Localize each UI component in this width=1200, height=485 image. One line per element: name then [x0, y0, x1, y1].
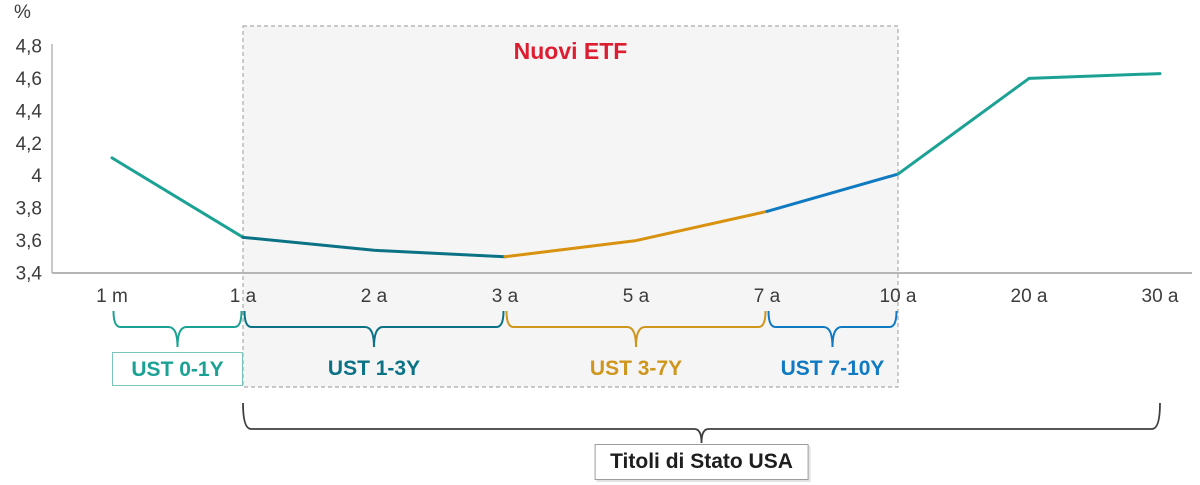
bottom-bracket-brace: [242, 402, 1161, 444]
ust-0-1y-segment: [110, 156, 245, 239]
y-axis-tick-label: 3,4: [16, 264, 43, 285]
etf-bracket-label-ust-7-10y: UST 7-10Y: [780, 357, 885, 380]
ust-1-3y-segment: [241, 235, 507, 259]
ust-3-7y-segment: [503, 209, 769, 259]
y-axis-tick-label: 4,8: [16, 37, 42, 58]
x-axis-tick-label: 20 a: [1011, 286, 1048, 307]
y-axis-tick-label: 4,6: [16, 69, 42, 90]
etf-bracket-brace: [767, 310, 898, 348]
x-axis-tick-label: 7 a: [754, 286, 781, 307]
etf-bracket-label-ust-0-1y: UST 0-1Y: [112, 352, 243, 386]
bottom-bracket-label-box: Titoli di Stato USA: [594, 444, 809, 480]
x-axis-tick-label: 1 m: [96, 286, 128, 307]
x-axis-tick-label: 10 a: [880, 286, 917, 307]
x-axis-tick-label: 3 a: [492, 286, 519, 307]
y-axis-tick-label: 3,6: [16, 231, 42, 252]
y-axis-tick-label: 4: [31, 166, 42, 187]
y-axis-unit-label: %: [14, 2, 31, 23]
highlight-region-title: Nuovi ETF: [513, 38, 628, 64]
etf-bracket-brace: [505, 310, 767, 348]
ust-7-10y-segment: [765, 172, 900, 213]
y-axis-tick-label: 4,4: [16, 101, 43, 122]
etf-bracket-label-ust-3-7y: UST 3-7Y: [589, 357, 683, 380]
x-axis-tick-label: 5 a: [623, 286, 650, 307]
x-axis-tick-label: 1 a: [230, 286, 257, 307]
y-axis-tick-label: 3,8: [16, 199, 42, 220]
10y-30y-segment: [896, 72, 1162, 176]
etf-bracket-brace: [112, 310, 243, 348]
etf-bracket-brace: [243, 310, 505, 348]
x-axis-tick-label: 30 a: [1142, 286, 1179, 307]
x-axis-tick-label: 2 a: [361, 286, 388, 307]
highlight-region: [242, 25, 899, 388]
etf-bracket-label-ust-1-3y: UST 1-3Y: [327, 357, 421, 380]
y-axis-tick-label: 4,2: [16, 134, 42, 155]
